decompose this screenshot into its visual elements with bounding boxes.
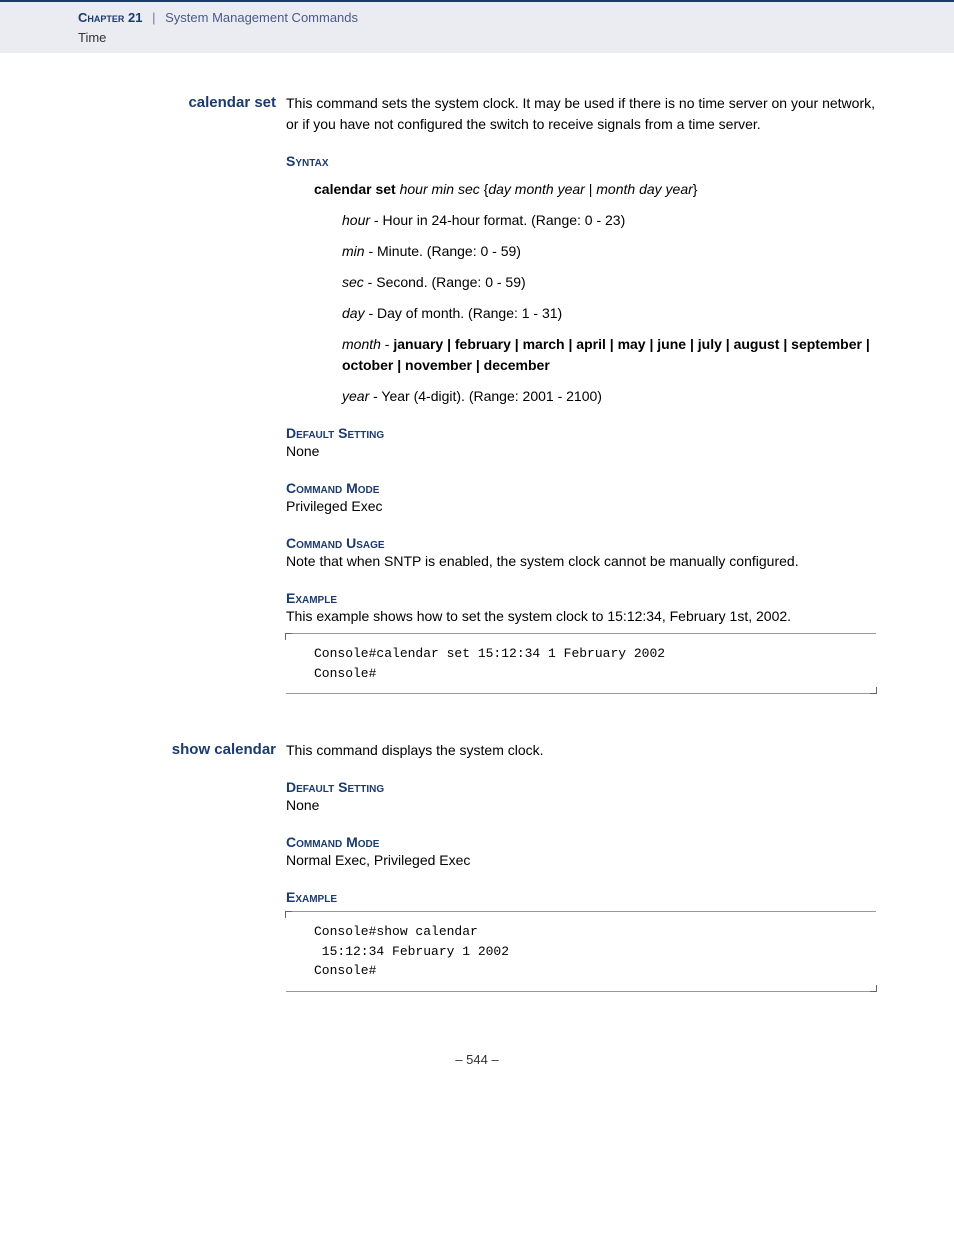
mode-heading: Command Mode <box>286 480 876 496</box>
param-min: min - Minute. (Range: 0 - 59) <box>342 241 876 262</box>
command-show-calendar: show calendar This command displays the … <box>78 740 876 761</box>
syntax-opt2: month day year <box>596 181 693 197</box>
code-example: Console#calendar set 15:12:34 1 February… <box>286 633 876 694</box>
param-options: january | february | march | april | may… <box>342 336 870 373</box>
syntax-heading: Syntax <box>286 153 876 169</box>
example-heading: Example <box>286 590 876 606</box>
syntax-brace-close: } <box>693 181 698 197</box>
page-content: calendar set This command sets the syste… <box>0 53 954 1087</box>
param-dash: - <box>381 336 393 352</box>
code-example: Console#show calendar 15:12:34 February … <box>286 911 876 992</box>
usage-value: Note that when SNTP is enabled, the syst… <box>286 551 876 572</box>
syntax-pipe: | <box>585 181 596 197</box>
param-name: month <box>342 336 381 352</box>
command-label: show calendar <box>78 740 286 758</box>
param-sec: sec - Second. (Range: 0 - 59) <box>342 272 876 293</box>
param-desc: - Day of month. (Range: 1 - 31) <box>365 305 563 321</box>
mode-value: Normal Exec, Privileged Exec <box>286 850 876 871</box>
page-header: Chapter 21 | System Management Commands … <box>0 0 954 53</box>
default-heading: Default Setting <box>286 425 876 441</box>
mode-heading: Command Mode <box>286 834 876 850</box>
syntax-cmd: calendar set <box>314 181 396 197</box>
command-details: Syntax calendar set hour min sec {day mo… <box>286 153 876 694</box>
chapter-label: Chapter 21 <box>78 10 142 25</box>
param-name: sec <box>342 274 364 290</box>
syntax-args: hour min sec <box>396 181 484 197</box>
param-day: day - Day of month. (Range: 1 - 31) <box>342 303 876 324</box>
param-year: year - Year (4-digit). (Range: 2001 - 21… <box>342 386 876 407</box>
command-description: This command displays the system clock. <box>286 740 876 761</box>
default-heading: Default Setting <box>286 779 876 795</box>
param-month: month - january | february | march | apr… <box>342 334 876 376</box>
header-subtitle: Time <box>78 28 954 48</box>
default-value: None <box>286 795 876 816</box>
example-desc: This example shows how to set the system… <box>286 606 876 627</box>
header-separator: | <box>146 10 161 25</box>
param-name: min <box>342 243 365 259</box>
param-desc: - Year (4-digit). (Range: 2001 - 2100) <box>369 388 602 404</box>
command-details: Default Setting None Command Mode Normal… <box>286 779 876 992</box>
usage-heading: Command Usage <box>286 535 876 551</box>
example-heading: Example <box>286 889 876 905</box>
param-hour: hour - Hour in 24-hour format. (Range: 0… <box>342 210 876 231</box>
command-description: This command sets the system clock. It m… <box>286 93 876 135</box>
header-title: System Management Commands <box>165 10 358 25</box>
param-desc: - Second. (Range: 0 - 59) <box>364 274 526 290</box>
page-number: – 544 – <box>78 1052 876 1067</box>
param-desc: - Minute. (Range: 0 - 59) <box>365 243 521 259</box>
param-name: year <box>342 388 369 404</box>
syntax-opt1: day month year <box>488 181 585 197</box>
param-name: day <box>342 305 365 321</box>
default-value: None <box>286 441 876 462</box>
param-name: hour <box>342 212 370 228</box>
mode-value: Privileged Exec <box>286 496 876 517</box>
command-label: calendar set <box>78 93 286 111</box>
param-desc: - Hour in 24-hour format. (Range: 0 - 23… <box>370 212 625 228</box>
syntax-line: calendar set hour min sec {day month yea… <box>314 179 876 200</box>
command-calendar-set: calendar set This command sets the syste… <box>78 93 876 135</box>
